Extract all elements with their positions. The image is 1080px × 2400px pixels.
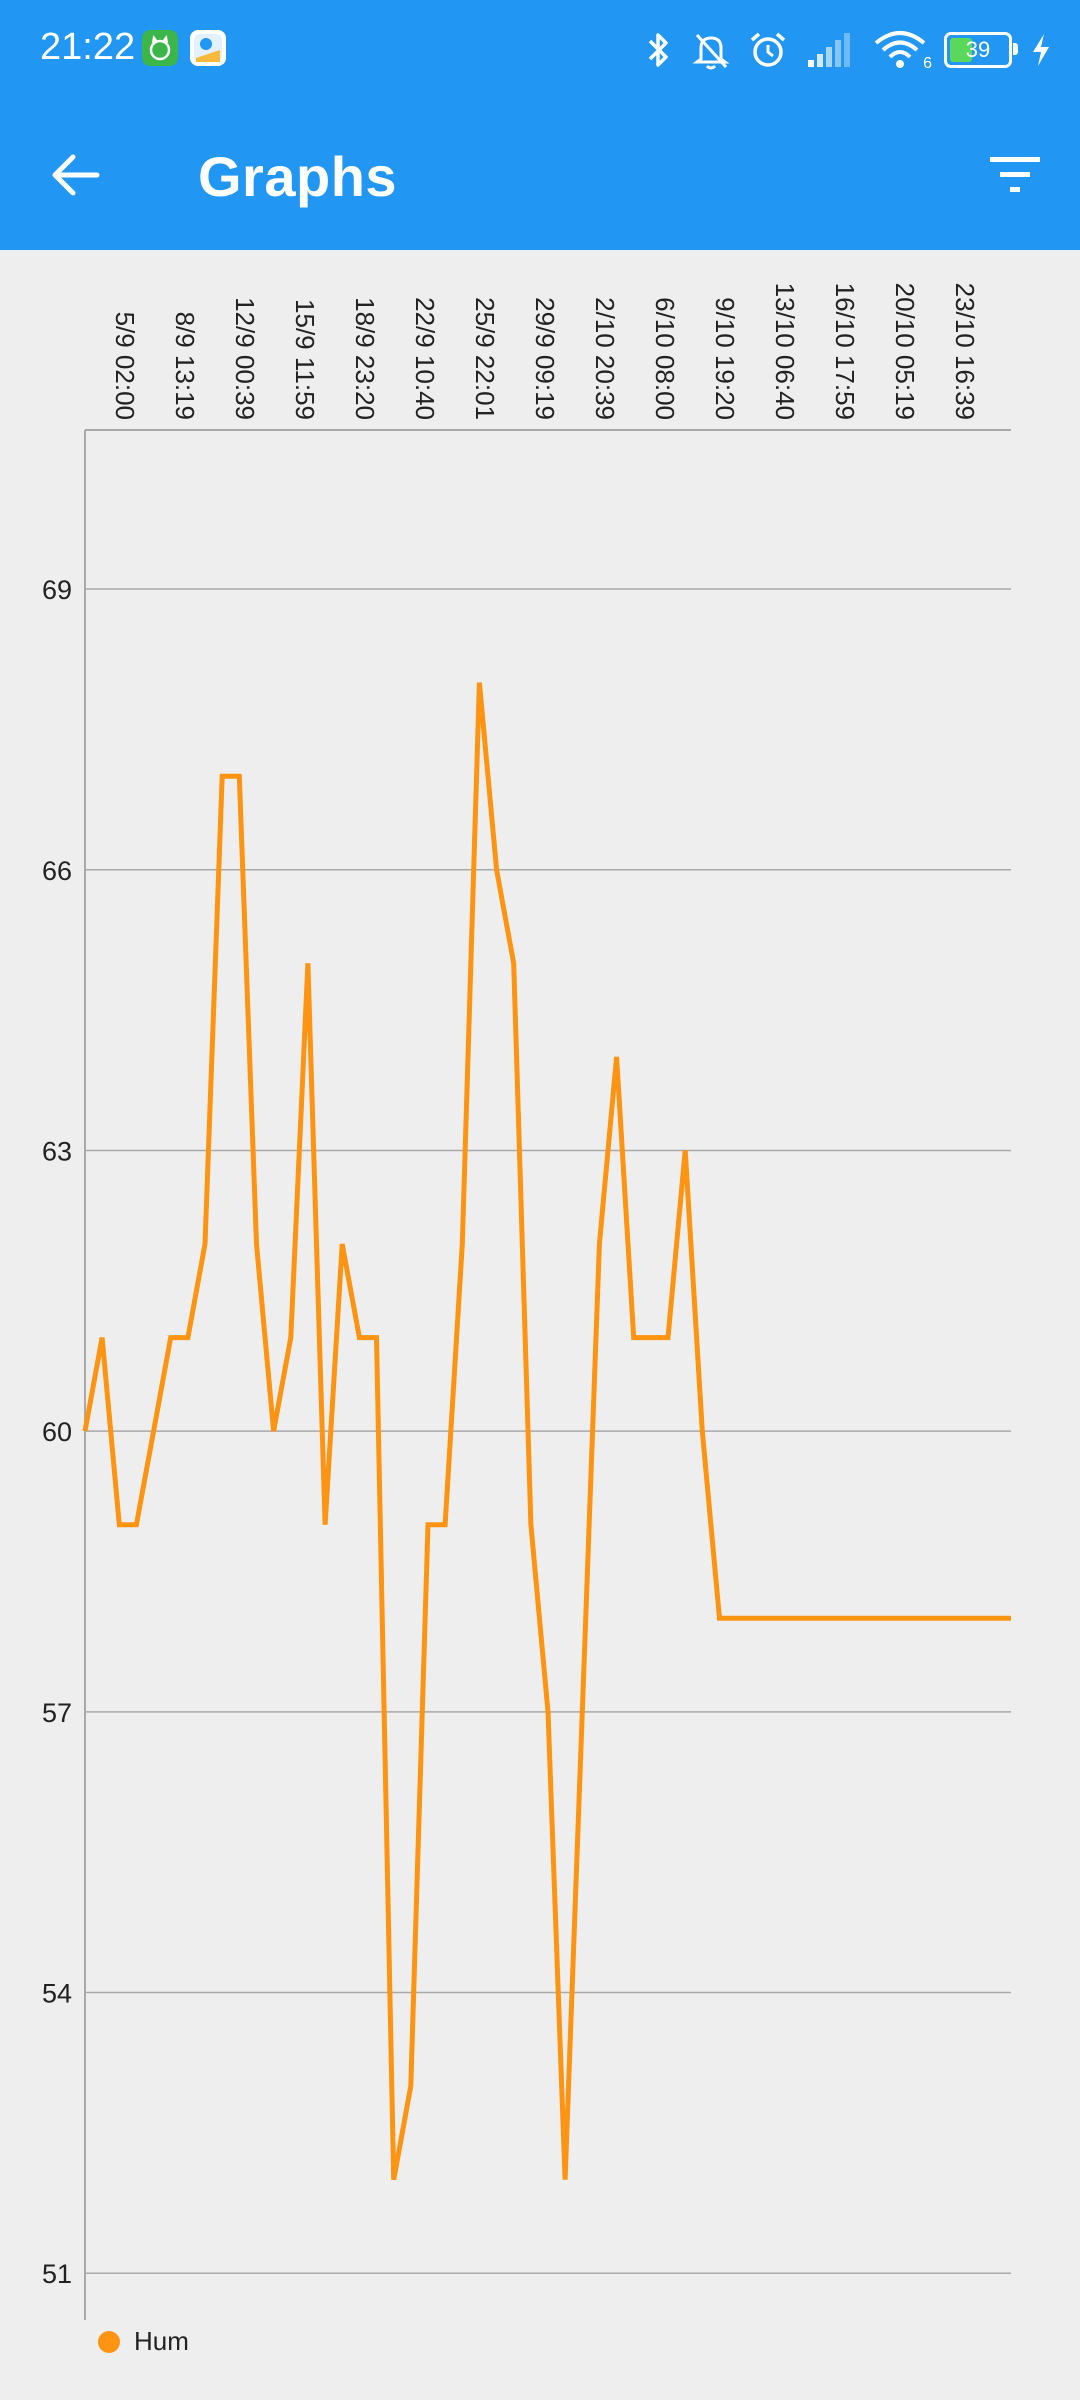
alarm-icon bbox=[750, 32, 786, 67]
bluetooth-icon bbox=[648, 33, 668, 67]
y-tick-label: 54 bbox=[42, 1979, 72, 2009]
wifi-icon: 6 bbox=[874, 29, 932, 72]
back-button[interactable] bbox=[40, 140, 110, 210]
charging-icon bbox=[1033, 34, 1049, 66]
status-time: 21:22 bbox=[40, 26, 136, 68]
series-line-hum bbox=[82, 682, 1011, 2181]
battery-icon: 39 bbox=[944, 32, 1018, 68]
x-tick-label: 5/9 02:00 bbox=[110, 312, 140, 420]
cat-app-icon bbox=[142, 30, 178, 66]
grid-lines bbox=[85, 588, 1011, 2274]
x-tick-label: 20/10 05:19 bbox=[890, 283, 920, 420]
x-tick-label: 16/10 17:59 bbox=[830, 283, 860, 420]
signal-icon bbox=[808, 33, 850, 67]
x-tick-label: 23/10 16:39 bbox=[950, 283, 980, 420]
y-tick-label: 51 bbox=[42, 2259, 72, 2289]
arrow-back-icon bbox=[52, 154, 100, 196]
legend-label: Hum bbox=[134, 2326, 189, 2356]
x-tick-label: 6/10 08:00 bbox=[650, 297, 680, 420]
y-tick-label: 57 bbox=[42, 1698, 72, 1728]
wifi-label: 6 bbox=[923, 55, 932, 72]
filter-button[interactable] bbox=[980, 140, 1050, 210]
status-bar: 21:22 6 39 bbox=[0, 0, 1080, 100]
legend: Hum bbox=[98, 2326, 189, 2357]
page-title: Graphs bbox=[198, 145, 398, 208]
y-tick-label: 63 bbox=[42, 1136, 72, 1166]
x-tick-labels: 5/9 02:00 8/9 13:19 12/9 00:39 15/9 11:59 18… bbox=[110, 283, 980, 420]
x-tick-label: 8/9 13:19 bbox=[170, 312, 200, 420]
x-tick-label: 25/9 22:01 bbox=[470, 297, 500, 420]
battery-level: 39 bbox=[965, 37, 991, 62]
x-tick-label: 15/9 11:59 bbox=[290, 299, 320, 420]
x-tick-label: 12/9 00:39 bbox=[230, 297, 260, 420]
x-tick-label: 2/10 20:39 bbox=[590, 297, 620, 420]
x-tick-label: 18/9 23:20 bbox=[350, 297, 380, 420]
series-layer bbox=[82, 682, 1011, 2181]
x-tick-label: 29/9 09:19 bbox=[530, 297, 560, 420]
y-tick-label: 66 bbox=[42, 856, 72, 886]
x-tick-label: 9/10 19:20 bbox=[710, 297, 740, 420]
y-tick-label: 69 bbox=[42, 575, 72, 605]
x-tick-label: 22/9 10:40 bbox=[410, 297, 440, 420]
app-bar: Graphs bbox=[0, 100, 1080, 250]
status-icons: 6 39 bbox=[644, 28, 1052, 72]
filter-icon bbox=[990, 157, 1040, 192]
y-tick-label: 60 bbox=[42, 1417, 72, 1447]
maps-app-icon bbox=[190, 30, 226, 66]
x-tick-label: 13/10 06:40 bbox=[770, 283, 800, 420]
humidity-line-chart: 51 54 57 60 63 66 69 5/9 02:00 8/9 13:19 12/9 00… bbox=[42, 283, 1011, 2320]
y-tick-labels: 51 54 57 60 63 66 69 bbox=[42, 575, 72, 2289]
legend-swatch bbox=[98, 2330, 120, 2353]
bell-off-icon bbox=[692, 33, 730, 70]
